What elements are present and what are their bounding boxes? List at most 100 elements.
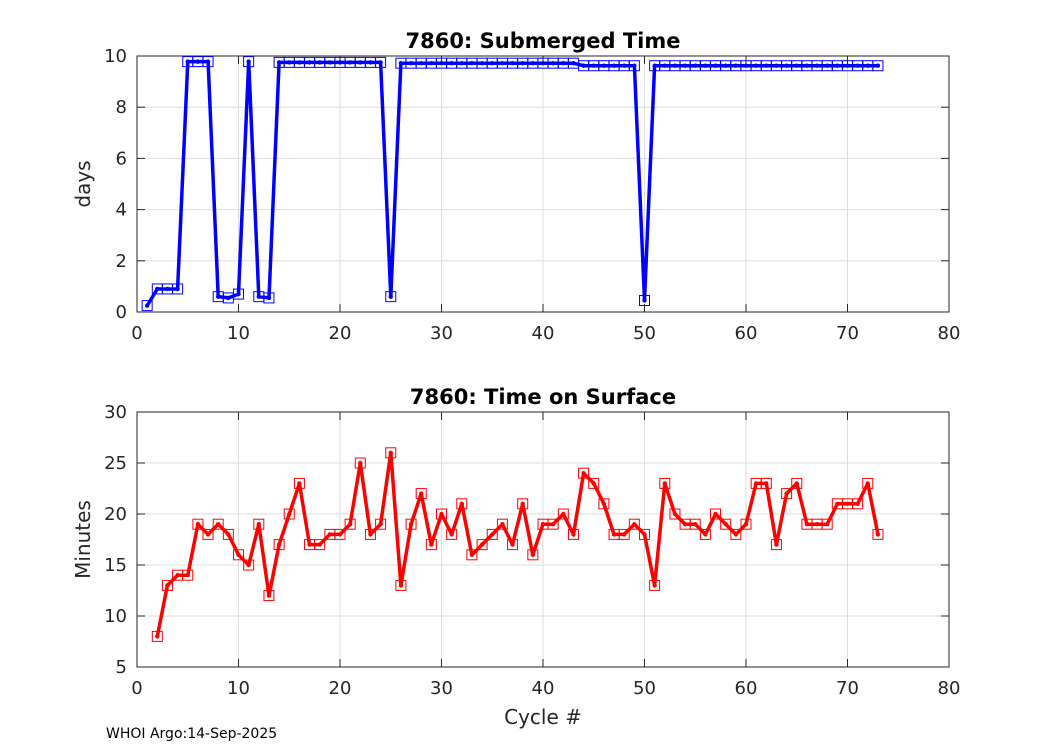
surface-point-dot bbox=[723, 522, 728, 527]
surface-ytick-label: 5 bbox=[116, 657, 127, 678]
submerged-xtick-label: 50 bbox=[633, 323, 656, 344]
surface-point-marker bbox=[161, 579, 173, 591]
surface-point-marker bbox=[486, 528, 498, 540]
submerged-point-marker bbox=[172, 283, 184, 295]
surface-point-marker bbox=[476, 539, 488, 551]
submerged-xtick-label: 40 bbox=[532, 323, 555, 344]
surface-point-marker bbox=[405, 518, 417, 530]
surface-point-dot bbox=[358, 460, 363, 466]
surface-point-marker bbox=[710, 508, 722, 520]
surface-point-dot bbox=[439, 511, 444, 517]
surface-point-dot bbox=[287, 511, 292, 517]
submerged-point-dot bbox=[378, 60, 383, 65]
surface-point-marker bbox=[567, 528, 579, 540]
surface-point-dot bbox=[368, 532, 373, 537]
submerged-point-dot bbox=[774, 63, 779, 68]
surface-point-dot bbox=[611, 532, 617, 537]
submerged-point-dot bbox=[408, 60, 414, 66]
submerged-point-dot bbox=[195, 59, 201, 64]
surface-point-dot bbox=[408, 522, 414, 527]
submerged-point-dot bbox=[226, 295, 231, 301]
submerged-point-marker bbox=[375, 56, 387, 68]
surface-point-marker bbox=[628, 518, 640, 530]
surface-point-marker bbox=[852, 498, 864, 510]
submerged-point-dot bbox=[216, 294, 221, 299]
surface-point-marker bbox=[669, 508, 681, 520]
surface-point-dot bbox=[459, 501, 464, 506]
submerged-ytick-label: 8 bbox=[116, 97, 127, 118]
surface-point-dot bbox=[713, 511, 718, 517]
surface-xtick-label: 10 bbox=[227, 678, 250, 699]
surface-point-marker bbox=[253, 518, 265, 530]
surface-xtick-label: 40 bbox=[532, 678, 555, 699]
submerged-point-dot bbox=[682, 63, 688, 68]
surface-point-marker bbox=[364, 528, 376, 540]
surface-chart-title: 7860: Time on Surface bbox=[410, 385, 676, 409]
surface-point-marker bbox=[192, 518, 204, 530]
submerged-ytick-label: 10 bbox=[104, 46, 127, 67]
surface-point-marker bbox=[354, 457, 366, 469]
submerged-chart: 0 10 20 30 40 50 60 70 80 0 2 4 6 8 10 7860: Submerged … bbox=[71, 29, 960, 344]
surface-point-dot bbox=[520, 501, 525, 506]
surface-point-dot bbox=[540, 522, 546, 527]
surface-point-dot bbox=[774, 542, 779, 547]
surface-point-marker bbox=[334, 528, 346, 540]
submerged-point-marker bbox=[202, 56, 214, 68]
surface-point-marker bbox=[760, 477, 772, 489]
submerged-point-dot bbox=[337, 60, 343, 65]
surface-point-dot bbox=[307, 542, 312, 547]
submerged-point-marker bbox=[263, 292, 275, 304]
surface-point-dot bbox=[398, 583, 404, 588]
surface-point-dot bbox=[388, 450, 393, 455]
submerged-point-dot bbox=[449, 60, 454, 66]
submerged-xtick-label: 0 bbox=[131, 323, 142, 344]
submerged-point-dot bbox=[297, 60, 302, 65]
surface-point-dot bbox=[835, 501, 840, 506]
surface-point-marker bbox=[821, 518, 833, 530]
surface-point-marker bbox=[598, 498, 610, 510]
submerged-point-dot bbox=[703, 63, 708, 68]
surface-point-dot bbox=[216, 522, 221, 527]
surface-point-dot bbox=[205, 532, 211, 537]
surface-point-dot bbox=[845, 501, 850, 506]
surface-point-dot bbox=[297, 481, 302, 486]
submerged-point-dot bbox=[510, 60, 515, 66]
surface-point-dot bbox=[449, 532, 454, 537]
submerged-ytick-label: 0 bbox=[116, 302, 127, 323]
surface-xtick-label: 0 bbox=[131, 678, 142, 699]
surface-point-dot bbox=[469, 552, 475, 557]
surface-point-dot bbox=[490, 532, 495, 537]
surface-point-marker bbox=[639, 528, 650, 540]
surface-point-marker bbox=[588, 477, 600, 489]
submerged-point-dot bbox=[622, 63, 627, 68]
surface-point-marker bbox=[517, 498, 529, 510]
submerged-point-dot bbox=[753, 63, 759, 68]
submerged-point-dot bbox=[845, 63, 850, 68]
surface-point-marker bbox=[689, 518, 701, 530]
submerged-point-dot bbox=[185, 59, 190, 64]
surface-point-dot bbox=[317, 542, 322, 547]
submerged-point-dot bbox=[784, 63, 789, 68]
surface-point-marker bbox=[395, 579, 407, 591]
surface-point-dot bbox=[561, 511, 566, 517]
surface-point-dot bbox=[571, 532, 576, 537]
surface-point-marker bbox=[263, 590, 275, 602]
submerged-point-dot bbox=[672, 63, 678, 68]
submerged-point-dot bbox=[490, 60, 495, 66]
submerged-point-dot bbox=[764, 63, 769, 68]
submerged-point-dot bbox=[662, 63, 667, 68]
surface-point-dot bbox=[479, 542, 485, 547]
surface-point-dot bbox=[764, 481, 769, 486]
submerged-point-dot bbox=[530, 60, 536, 66]
surface-point-marker bbox=[862, 477, 874, 489]
submerged-ylabel: days bbox=[71, 160, 95, 207]
surface-point-dot bbox=[337, 532, 343, 537]
surface-point-dot bbox=[784, 491, 789, 496]
surface-point-dot bbox=[510, 542, 515, 547]
surface-point-marker bbox=[151, 630, 163, 642]
submerged-point-dot bbox=[479, 60, 485, 66]
surface-point-dot bbox=[804, 522, 810, 527]
submerged-ytick-label: 4 bbox=[116, 200, 127, 221]
submerged-point-dot bbox=[276, 60, 282, 65]
